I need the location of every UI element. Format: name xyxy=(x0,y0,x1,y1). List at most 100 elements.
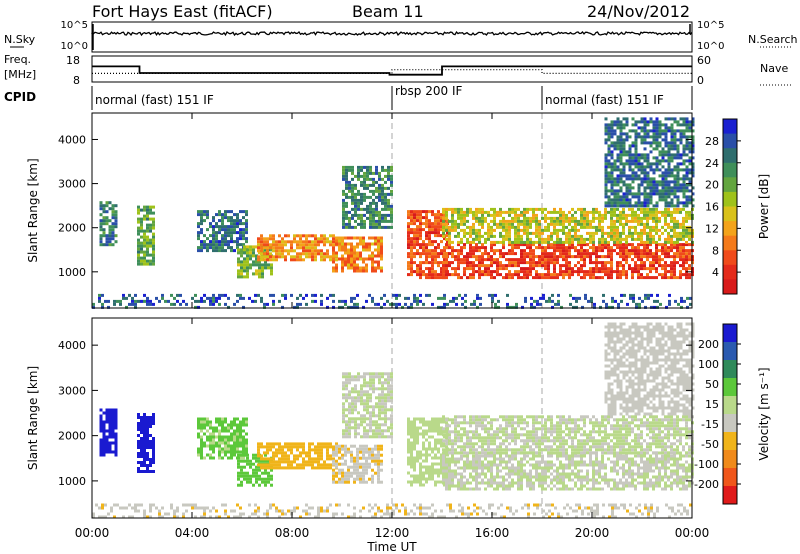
echo-cell xyxy=(634,267,637,271)
echo-cell xyxy=(670,273,673,277)
echo-cell xyxy=(242,429,245,433)
echo-cell xyxy=(454,255,457,259)
echo-cell xyxy=(652,192,656,196)
echo-cell xyxy=(119,302,122,306)
echo-cell xyxy=(387,387,390,391)
echo-cell xyxy=(239,426,242,430)
echo-cell xyxy=(637,207,640,211)
echo-cell xyxy=(685,228,688,232)
echo-cell xyxy=(607,267,610,271)
echo-cell xyxy=(532,267,535,271)
echo-cell xyxy=(589,246,592,250)
echo-cell xyxy=(598,219,601,223)
echo-cell xyxy=(631,246,634,250)
echo-cell xyxy=(577,252,580,256)
echo-cell xyxy=(607,261,610,265)
echo-cell xyxy=(688,255,691,259)
echo-cell xyxy=(369,177,372,181)
echo-cell xyxy=(691,141,695,145)
echo-cell xyxy=(625,135,629,139)
echo-cell xyxy=(557,299,560,303)
echo-cell xyxy=(317,454,320,458)
echo-cell xyxy=(140,250,143,254)
echo-cell xyxy=(236,432,239,436)
echo-cell xyxy=(619,222,622,226)
echo-cell xyxy=(559,228,562,232)
echo-cell xyxy=(619,237,622,241)
echo-cell xyxy=(676,156,680,160)
echo-cell xyxy=(515,305,518,309)
echo-cell xyxy=(266,457,269,461)
echo-cell xyxy=(381,195,384,199)
echo-cell xyxy=(550,246,553,250)
echo-cell xyxy=(682,261,685,265)
echo-cell xyxy=(368,477,371,481)
echo-cell xyxy=(387,375,390,379)
echo-cell xyxy=(502,225,505,229)
echo-cell xyxy=(502,237,505,241)
echo-cell xyxy=(607,243,610,247)
echo-cell xyxy=(529,237,532,241)
echo-cell xyxy=(419,219,422,223)
echo-cell xyxy=(419,299,422,303)
echo-cell xyxy=(619,273,622,277)
echo-cell xyxy=(679,270,682,274)
echo-cell xyxy=(682,123,686,127)
echo-cell xyxy=(431,213,434,217)
echo-cell xyxy=(457,231,460,235)
echo-cell xyxy=(538,243,541,247)
echo-cell xyxy=(431,249,434,253)
echo-cell xyxy=(311,240,314,244)
echo-cell xyxy=(553,231,556,235)
echo-cell xyxy=(353,444,356,448)
echo-cell xyxy=(290,463,293,467)
echo-cell xyxy=(296,258,299,262)
echo-cell xyxy=(270,477,273,481)
echo-cell xyxy=(302,448,305,452)
echo-cell xyxy=(431,276,434,280)
echo-cell xyxy=(329,240,332,244)
echo-cell xyxy=(556,234,559,238)
echo-cell xyxy=(632,293,635,297)
echo-cell xyxy=(529,207,532,211)
echo-cell xyxy=(413,246,416,250)
echo-cell xyxy=(212,237,215,241)
echo-cell xyxy=(338,477,341,481)
echo-cell xyxy=(538,246,541,250)
echo-cell xyxy=(245,438,248,442)
echo-cell xyxy=(493,276,496,280)
echo-cell xyxy=(556,237,559,241)
echo-cell xyxy=(547,261,550,265)
echo-cell xyxy=(299,293,302,297)
echo-cell xyxy=(673,276,676,280)
echo-cell xyxy=(631,144,635,148)
echo-cell xyxy=(542,296,545,300)
echo-cell xyxy=(200,228,203,232)
echo-cell xyxy=(390,378,393,382)
echo-cell xyxy=(652,177,656,181)
echo-cell xyxy=(571,243,574,247)
echo-cell xyxy=(372,420,375,424)
echo-cell xyxy=(413,429,416,433)
echo-cell xyxy=(99,447,103,451)
echo-cell xyxy=(363,180,366,184)
echo-cell xyxy=(323,243,326,247)
echo-cell xyxy=(464,305,467,309)
echo-cell xyxy=(356,305,359,309)
echo-cell xyxy=(508,231,511,235)
echo-cell xyxy=(284,445,287,449)
echo-cell xyxy=(604,177,608,181)
echo-cell xyxy=(586,231,589,235)
echo-cell xyxy=(360,423,363,427)
echo-cell xyxy=(140,455,143,458)
echo-cell xyxy=(375,219,378,223)
echo-cell xyxy=(200,438,203,442)
echo-cell xyxy=(351,195,354,199)
echo-cell xyxy=(246,266,249,270)
echo-cell xyxy=(431,429,434,433)
echo-cell xyxy=(610,153,614,157)
echo-cell xyxy=(329,463,332,467)
echo-cell xyxy=(625,153,629,157)
echo-cell xyxy=(380,462,383,466)
echo-cell xyxy=(278,442,281,446)
